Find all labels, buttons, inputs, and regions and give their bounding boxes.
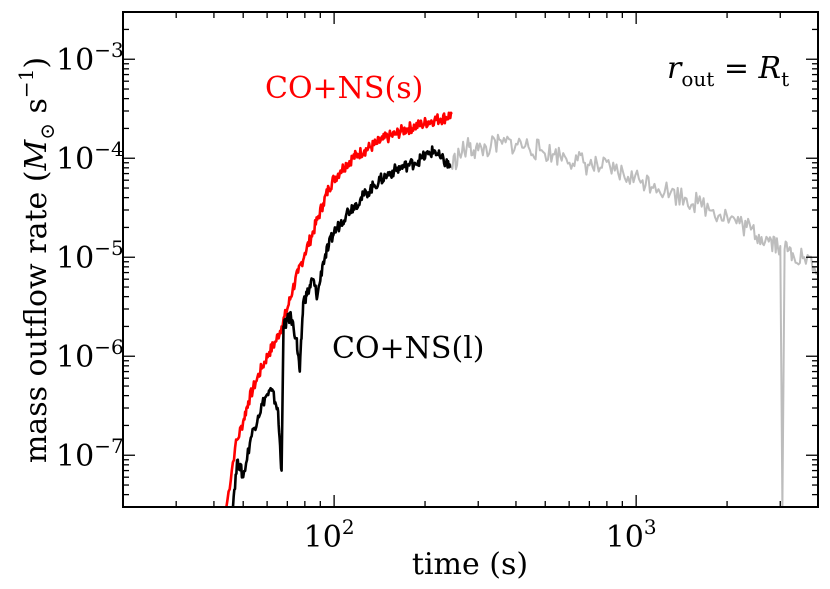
ticks-layer: 102 103 10−3 10−4 10−5 10−6 10−7 bbox=[56, 11, 819, 555]
y-tick-label: 10−4 bbox=[56, 137, 124, 177]
plot-frame bbox=[122, 11, 819, 508]
y-axis-title-pre: mass outflow rate ( bbox=[19, 170, 54, 463]
x-tick-label: 103 bbox=[606, 515, 657, 555]
radius-annotation-r-sub: out bbox=[681, 67, 714, 91]
series-line-1 bbox=[231, 145, 452, 507]
y-axis-title-mid: s bbox=[19, 98, 54, 123]
y-axis-title-sub: ⊙ bbox=[35, 123, 59, 140]
y-axis-title-sup: −1 bbox=[14, 69, 38, 98]
y-axis-title-post: ) bbox=[19, 57, 54, 69]
series-line-2 bbox=[449, 133, 818, 507]
x-tick-label: 102 bbox=[304, 515, 355, 555]
series-label-co-ns-s: CO+NS(s) bbox=[265, 71, 423, 106]
radius-annotation: rout = Rt bbox=[667, 51, 789, 91]
y-axis-title-symbol: M bbox=[19, 138, 54, 171]
radius-annotation-R: R bbox=[758, 51, 782, 86]
y-tick-label: 10−5 bbox=[56, 236, 124, 276]
y-tick-label: 10−3 bbox=[56, 38, 124, 78]
radius-annotation-R-sub: t bbox=[781, 67, 789, 91]
y-tick-label: 10−6 bbox=[56, 335, 124, 375]
series-layer bbox=[225, 111, 818, 507]
series-line-0 bbox=[225, 111, 453, 507]
radius-annotation-eq: = bbox=[714, 51, 758, 86]
y-tick-label: 10−7 bbox=[56, 434, 124, 474]
radius-annotation-r: r bbox=[667, 51, 683, 86]
y-axis-title: mass outflow rate (M⊙ s−1) bbox=[14, 57, 59, 463]
series-label-co-ns-l: CO+NS(l) bbox=[332, 331, 485, 366]
x-axis-title: time (s) bbox=[412, 547, 528, 582]
